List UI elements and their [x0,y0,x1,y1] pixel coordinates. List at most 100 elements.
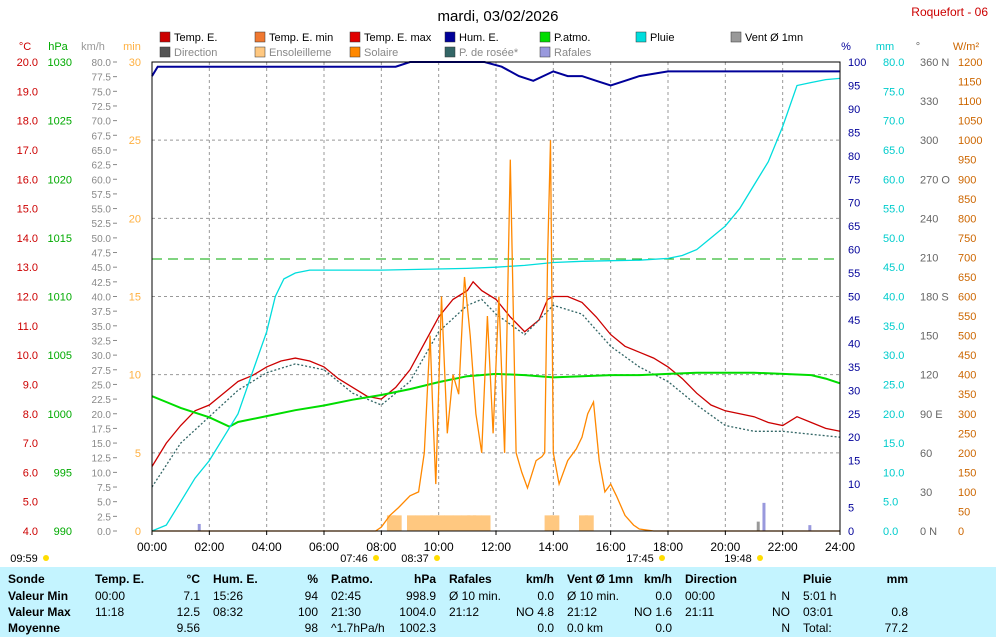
legend-swatch [254,46,266,58]
humidity-tick-label: 25 [848,409,860,421]
pressure-tick-label: 1000 [48,409,72,421]
legend-label: Vent Ø 1mn [745,32,803,44]
bar-ensoleilleme [424,515,434,531]
humidity-tick-label: 90 [848,104,860,116]
humidity-tick-label: 85 [848,127,860,139]
stats-dir-value: NO [772,605,790,619]
humidity-tick-label: 0 [848,526,854,538]
time-label: 14:00 [538,540,568,554]
pressure-tick-label: 990 [54,526,72,538]
bar-ensoleilleme [435,515,445,531]
pressure-tick-label: 1020 [48,174,72,186]
stats-sonde-title: Sonde [8,572,45,586]
solar-tick-label: 600 [958,292,976,304]
temp-tick-label: 12.0 [17,292,38,304]
wind-tick-label: 60.0 [92,175,112,186]
axis-title-wind: km/h [81,41,105,53]
legend-label: Solaire [364,47,398,59]
bar-ensoleilleme [386,515,396,531]
legend-label: Temp. E. min [269,32,333,44]
minutes-tick-label: 0 [135,526,141,538]
stats-hum-value: 94 [304,589,318,603]
wind-tick-label: 75.0 [92,87,112,98]
moon-icon [43,555,49,561]
plot-series [151,61,841,532]
axis-title-solar: W/m² [953,41,980,53]
bar-ensoleilleme [415,515,425,531]
legend-label: Hum. E. [459,32,499,44]
wind-tick-label: 0.0 [97,527,111,538]
stats-rain-title: Pluie [803,572,832,586]
stats-dir-time: 21:11 [685,605,715,619]
time-label: 24:00 [825,540,855,554]
legend-swatch [349,31,361,43]
plot-grid [152,62,840,531]
bar-ensoleilleme [392,515,402,531]
stats-dir-value: N [781,621,790,635]
solar-tick-label: 650 [958,272,976,284]
temp-tick-label: 10.0 [17,350,38,362]
legend-swatch [730,31,742,43]
stats-gust-unit: km/h [525,572,554,586]
rain-tick-label: 25.0 [883,379,904,391]
stats-rain-value: 77.2 [884,621,908,635]
solar-tick-label: 850 [958,194,976,206]
direction-tick-label: 150 [920,331,938,343]
minutes-tick-label: 15 [129,292,141,304]
time-label: 10:00 [424,540,454,554]
time-label: 06:00 [309,540,339,554]
stats-rain-unit: mm [886,572,908,586]
series-p-de-ros-e- [151,298,841,488]
solar-tick-label: 100 [958,487,976,499]
wind-tick-label: 25.0 [92,380,112,391]
bar-ensoleilleme [407,515,416,531]
legend: Temp. E. Temp. E. min Temp. E. max Hum. E. P… [159,31,803,59]
sun-times-row: 09:59 07:46 08:37 17:45 19:48 [10,553,763,565]
axis-titles: °C hPa km/h min% mm ° W/m² [19,41,980,53]
wind-tick-label: 12.5 [92,454,112,465]
stats-wind-value: 0.0 [655,589,672,603]
stats-press-value: 1004.0 [399,605,436,619]
legend-swatch [635,31,647,43]
legend-label: P.atmo. [554,32,591,44]
legend-swatch [539,46,551,58]
sun-time-label: 09:59 [10,553,38,565]
stats-gust-value: 0.0 [537,621,554,635]
direction-tick-label: 90 E [920,409,943,421]
rain-tick-label: 35.0 [883,321,904,333]
minutes-tick-label: 5 [135,448,141,460]
rain-tick-label: 45.0 [883,262,904,274]
stats-hum-time: 15:26 [213,589,244,603]
stats-col-temp: Temp. E. °C 00:00 7.1 11:18 12.5 9.56 [95,567,200,637]
solar-tick-label: 0 [958,526,964,538]
temp-tick-label: 9.0 [23,379,38,391]
wind-tick-label: 70.0 [92,117,112,128]
solar-tick-label: 1150 [958,77,982,89]
time-label: 08:00 [366,540,396,554]
plot-bars [197,502,812,531]
wind-tick-label: 5.0 [97,498,111,509]
solar-tick-label: 50 [958,506,970,518]
legend-swatch [159,31,171,43]
stats-hum-value: 100 [297,605,318,619]
set-icon [757,555,763,561]
axis-title-hum: % [841,41,851,53]
stats-col-hum: Hum. E.% 15:26 94 08:32 100 98 [213,567,318,637]
rise-icon [434,555,440,561]
stats-col-gust: Rafales km/h Ø 10 min. 0.0 21:12 NO 4.8 0.0 [449,567,554,637]
rain-tick-label: 30.0 [883,350,904,362]
wind-tick-label: 17.5 [92,424,112,435]
bar-ensoleilleme [544,515,554,531]
stats-press-time: ^1.7hPa/h [331,621,385,635]
bar-ensoleilleme [579,515,588,531]
stats-temp-value: 9.56 [176,621,200,635]
direction-tick-label: 30 [920,487,932,499]
stats-rain-value: 0.8 [891,605,908,619]
stats-col-press: P.atmo. hPa 02:45 998.9 21:30 1004.0 ^1.7hPa/h… [331,567,436,637]
wind-tick-label: 15.0 [92,439,112,450]
solar-tick-label: 700 [958,252,976,264]
stats-wind-value: 0.0 [655,621,672,635]
sun-icon [659,555,665,561]
stats-label-avg: Moyenne [8,621,61,635]
wind-tick-label: 47.5 [92,249,112,260]
